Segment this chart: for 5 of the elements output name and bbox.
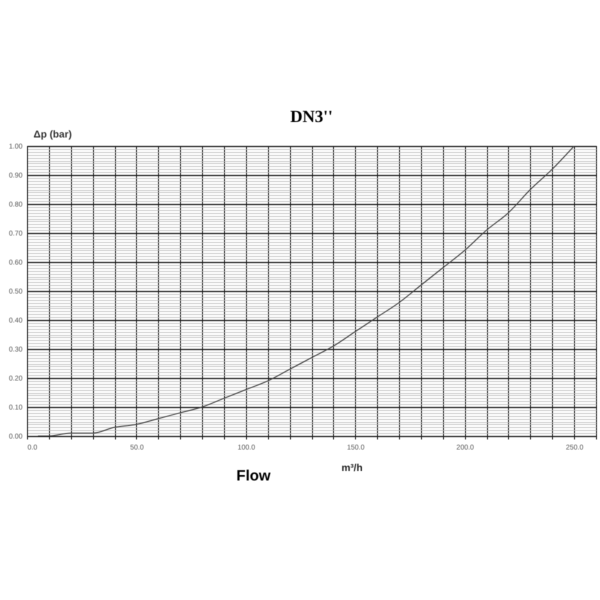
chart-title: DN3'' — [290, 107, 333, 126]
text: m³/h — [341, 463, 363, 474]
y-axis-title: Δp (bar) — [34, 130, 72, 140]
line-series — [37, 146, 575, 436]
x-axis-title: Flow — [236, 468, 271, 484]
